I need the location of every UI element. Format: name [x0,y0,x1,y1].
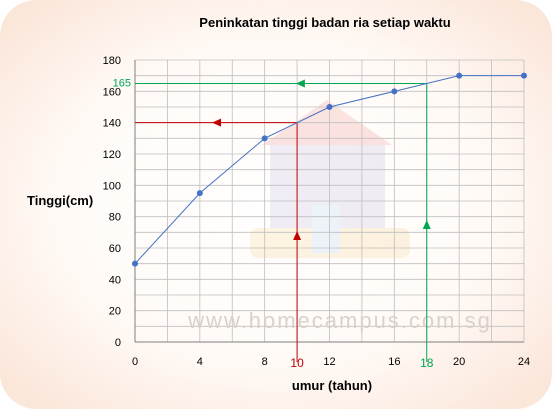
annotation-up-arrow [293,231,302,240]
data-point [326,104,333,110]
annotation-x-label: 18 [420,356,434,370]
annotation-y-label: 165 [113,78,131,90]
y-tick-label: 60 [109,243,121,255]
x-tick-label: 16 [388,356,400,368]
x-tick-label: 12 [323,356,335,368]
annotation-10: 10 [135,118,304,370]
chart-title: Peninkatan tinggi badan ria setiap waktu [199,15,450,30]
data-point [132,260,138,267]
x-axis-label: umur (tahun) [292,378,372,393]
y-tick-label: 0 [115,337,121,349]
data-point [261,135,268,142]
x-tick-label: 0 [132,356,138,368]
y-axis-ticks: 0 20 40 60 80 100 120 140 160 180 [103,55,121,349]
y-tick-label: 40 [109,274,121,286]
y-tick-label: 140 [103,118,121,130]
data-point [456,72,463,79]
y-tick-label: 100 [103,180,121,192]
annotation-left-arrow [295,79,305,88]
data-series [132,72,527,267]
y-tick-label: 80 [109,212,121,224]
y-axis-label: Tinggi(cm) [27,193,93,208]
watermark-text: www.homecampus.com.sg [187,308,492,333]
x-tick-label: 24 [518,356,530,368]
x-tick-label: 20 [453,356,465,368]
y-tick-label: 20 [109,306,121,318]
data-point [196,190,203,197]
data-point [391,88,398,95]
x-tick-label: 4 [197,356,203,368]
annotation-up-arrow [422,220,431,229]
annotations: 10 18 165 [113,78,434,371]
x-axis-ticks: 0 4 8 12 16 20 24 [132,356,530,368]
annotation-x-label: 10 [290,356,304,370]
x-tick-label: 8 [262,356,268,368]
y-tick-label: 180 [103,55,121,67]
annotation-18: 18 165 [113,78,434,371]
axes [134,60,524,343]
y-tick-label: 120 [103,149,121,161]
annotation-left-arrow [212,118,222,127]
y-tick-label: 160 [103,86,121,98]
house-logo-watermark [250,100,410,258]
data-point [521,72,527,79]
